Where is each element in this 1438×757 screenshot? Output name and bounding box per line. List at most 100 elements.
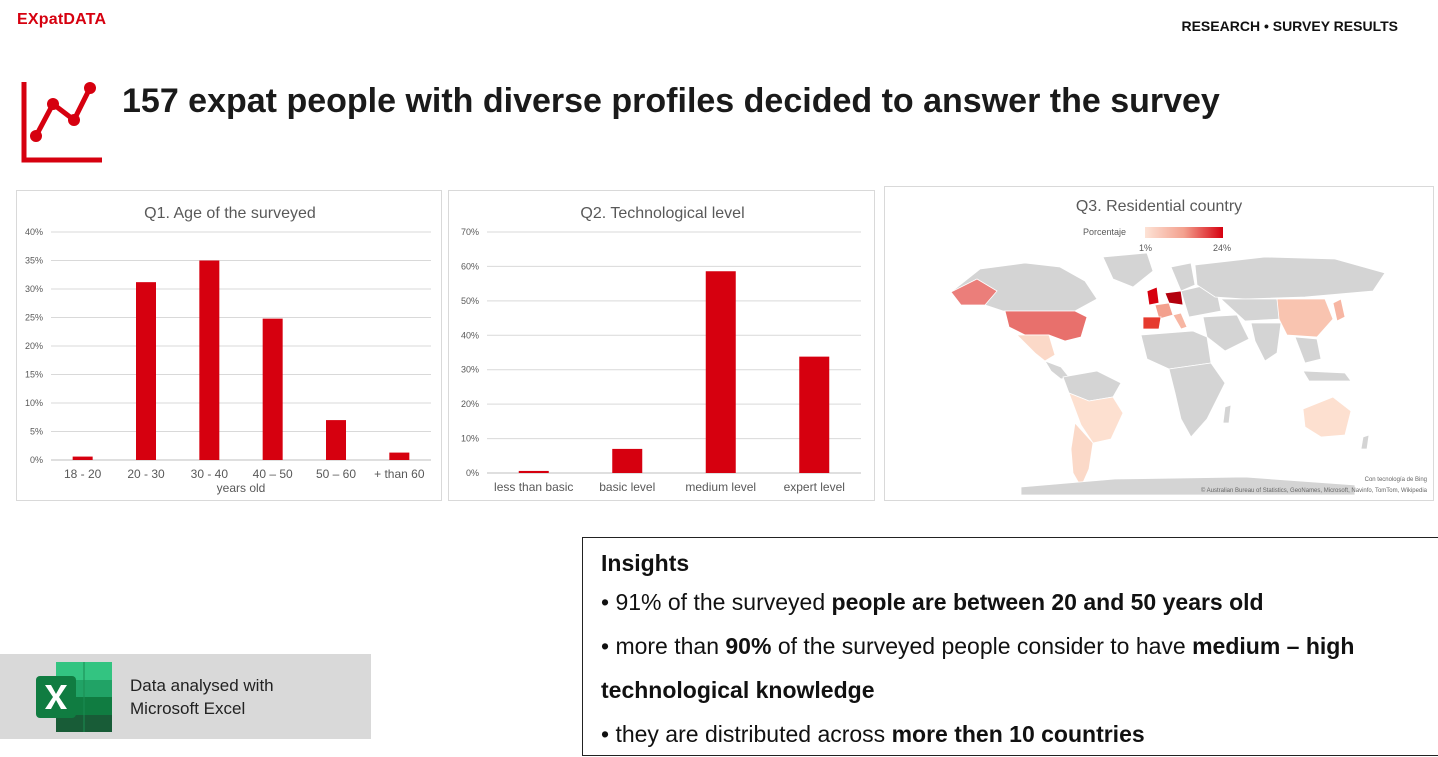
bar[interactable]	[518, 470, 549, 473]
insight-age: • 91% of the surveyed people are between…	[601, 580, 1438, 624]
map-alaska	[950, 278, 998, 306]
excel-note: Data analysed with Microsoft Excel	[0, 654, 371, 739]
map-legend-gradient	[1145, 227, 1223, 238]
insight-tech-level: medium – high	[1192, 633, 1355, 659]
y-tick-label: 20%	[25, 341, 43, 351]
map-madagascar	[1222, 404, 1232, 424]
y-tick-label: 70%	[461, 227, 479, 237]
map-legend-label: Porcentaje	[1083, 227, 1127, 237]
chart-tech-panel: Q2. Technological level 0% 10% 20% 30% 40% 50%…	[448, 190, 875, 501]
insight-tech-text-b: of the surveyed people consider to have	[771, 633, 1193, 659]
map-mexico	[1016, 334, 1056, 362]
chart-age: Q1. Age of the surveyed 0% 5% 10% 15% 20% 25% 3…	[25, 205, 431, 495]
x-tick-label: basic level	[599, 480, 655, 494]
map-indonesia	[1302, 370, 1352, 382]
excel-note-text: Data analysed with Microsoft Excel	[130, 674, 274, 720]
y-tick-label: 30%	[461, 365, 479, 375]
y-tick-label: 10%	[25, 398, 43, 408]
map-credit: Con tecnología de Bing	[1364, 477, 1427, 483]
insight-countries-text: • they are distributed across	[601, 721, 892, 747]
x-axis-title: years old	[217, 481, 266, 495]
y-tick-label: 0%	[30, 455, 43, 465]
x-tick-label: 18 - 20	[64, 467, 102, 481]
insight-age-text: • 91% of the surveyed	[601, 589, 832, 615]
bar[interactable]	[262, 318, 283, 460]
map-italy	[1172, 312, 1188, 330]
map-china	[1276, 298, 1334, 338]
y-tick-label: 10%	[461, 434, 479, 444]
y-tick-label: 5%	[30, 427, 43, 437]
insight-countries-emphasis: more then 10 countries	[891, 721, 1145, 747]
map-brazil	[1068, 392, 1124, 444]
map-scandinavia	[1170, 262, 1196, 292]
y-tick-label: 35%	[25, 256, 43, 266]
logo-rest: patDATA	[38, 11, 107, 28]
map-attribution: © Australian Bureau of Statistics, GeoNa…	[1200, 488, 1427, 494]
map-title: Q3. Residential country	[1075, 198, 1243, 215]
map-russia	[1194, 256, 1386, 300]
map-southeast-asia	[1294, 336, 1322, 364]
excel-icon	[36, 662, 112, 732]
y-tick-label: 40%	[461, 330, 479, 340]
bar[interactable]	[799, 356, 830, 473]
world-map[interactable]	[885, 187, 1435, 502]
chart-tech: Q2. Technological level 0% 10% 20% 30% 40% 50%…	[461, 205, 861, 494]
map-benelux-germany	[1164, 290, 1184, 306]
insight-age-emphasis: people are between 20 and 50 years old	[831, 589, 1264, 615]
insight-tech-percent: 90%	[725, 633, 772, 659]
x-tick-label: 20 - 30	[127, 467, 165, 481]
insights-title: Insights	[601, 550, 690, 576]
x-tick-label: + than 60	[374, 467, 425, 481]
insight-countries: • they are distributed across more then …	[601, 712, 1438, 756]
map-new-zealand	[1360, 434, 1370, 450]
x-tick-label: medium level	[685, 480, 756, 494]
page-title: 157 expat people with diverse profiles d…	[122, 82, 1220, 120]
insight-tech-text-a: • more than	[601, 633, 726, 659]
map-antarctica	[1020, 476, 1356, 496]
y-tick-label: 30%	[25, 284, 43, 294]
y-tick-label: 25%	[25, 313, 43, 323]
y-tick-label: 40%	[25, 227, 43, 237]
map-north-africa	[1140, 330, 1212, 370]
y-tick-label: 60%	[461, 261, 479, 271]
bar[interactable]	[199, 260, 220, 461]
chart-title: Q1. Age of the surveyed	[144, 205, 316, 222]
insight-tech-cont: technological knowledge	[601, 668, 1438, 712]
map-sub-saharan-africa	[1168, 362, 1226, 438]
bar[interactable]	[612, 448, 643, 473]
line-chart-icon	[21, 82, 102, 163]
y-tick-label: 50%	[461, 296, 479, 306]
insight-tech-knowledge: technological knowledge	[601, 677, 875, 703]
excel-note-line2: Microsoft Excel	[130, 699, 246, 718]
map-usa	[1004, 310, 1088, 342]
map-legend-min: 1%	[1139, 243, 1153, 253]
logo-ex: EX	[17, 11, 39, 28]
map-panel: Q3. Residential country Porcentaje 1% 24…	[884, 186, 1434, 501]
insight-tech: • more than 90% of the surveyed people c…	[601, 624, 1438, 668]
map-legend-max: 24%	[1213, 243, 1232, 253]
map-uk	[1146, 286, 1160, 306]
y-tick-label: 20%	[461, 399, 479, 409]
bar[interactable]	[326, 420, 346, 460]
excel-note-line1: Data analysed with	[130, 676, 274, 695]
section-breadcrumb: RESEARCH • SURVEY RESULTS	[1181, 18, 1398, 34]
brand-logo[interactable]: EXpatDATA	[17, 11, 106, 29]
x-tick-label: 30 - 40	[191, 467, 229, 481]
map-australia	[1302, 396, 1352, 438]
insights-box: Insights • 91% of the surveyed people ar…	[582, 537, 1438, 756]
bar[interactable]	[72, 456, 93, 460]
x-tick-label: less than basic	[494, 480, 573, 494]
y-tick-label: 0%	[466, 468, 479, 478]
map-middle-east	[1202, 314, 1250, 352]
x-tick-label: expert level	[784, 480, 845, 494]
bar[interactable]	[705, 271, 736, 473]
map-japan	[1332, 298, 1346, 322]
x-tick-label: 40 – 50	[253, 467, 293, 481]
y-tick-label: 15%	[25, 370, 43, 380]
bar[interactable]	[389, 452, 410, 460]
map-india	[1250, 322, 1282, 362]
chart-age-panel: Q1. Age of the surveyed 0% 5% 10% 15% 20% 25% 3…	[16, 190, 442, 501]
bar[interactable]	[136, 282, 156, 460]
map-spain	[1142, 316, 1162, 330]
chart-title: Q2. Technological level	[580, 205, 744, 222]
